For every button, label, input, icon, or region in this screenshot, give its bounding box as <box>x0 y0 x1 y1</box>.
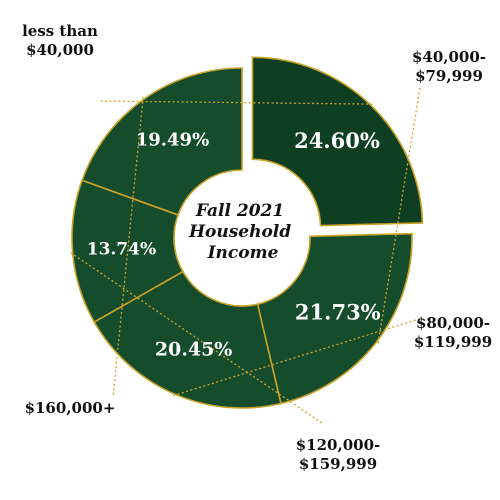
category-label-line: $120,000- <box>296 436 381 454</box>
leader-line <box>173 317 423 397</box>
labels-layer: 24.60% less than $40,000 21.73% $40,000-$79,… <box>22 22 492 473</box>
category-label-line: less than <box>22 22 98 40</box>
donut-slice <box>93 270 282 409</box>
category-label-line: $119,999 <box>414 333 492 351</box>
slices-layer <box>71 56 424 409</box>
leader-line <box>112 97 144 398</box>
slice-value-label: 13.74% <box>87 239 156 259</box>
category-label: $120,000-$159,999 <box>296 436 381 473</box>
category-label: $160,000+ <box>25 399 116 417</box>
category-label: $40,000-$79,999 <box>412 48 486 85</box>
center-label-line-2: Household <box>188 222 291 242</box>
leader-line <box>70 252 323 424</box>
donut-slice <box>251 56 424 227</box>
slice-value-label: 20.45% <box>155 339 233 361</box>
category-label-line: $40,000- <box>412 48 486 66</box>
category-label: $80,000-$119,999 <box>414 314 492 351</box>
category-label-line: $79,999 <box>415 67 483 85</box>
category-label-line: $159,999 <box>299 455 377 473</box>
category-label-line: $40,000 <box>26 41 94 59</box>
slice-value-label: 19.49% <box>136 129 209 150</box>
leader-lines-layer <box>70 87 423 424</box>
category-label-line: $160,000+ <box>25 399 116 417</box>
center-label-line-1: Fall 2021 <box>195 201 284 221</box>
donut-slice <box>81 67 243 216</box>
slice-value-label: 24.60% <box>294 128 380 153</box>
center-label-line-3: Income <box>207 243 279 263</box>
donut-slice <box>256 232 413 405</box>
slice-value-label: 21.73% <box>295 299 381 324</box>
center-label: Fall 2021 Household Income <box>188 201 297 263</box>
category-label: less than $40,000 <box>22 22 98 59</box>
leader-line <box>97 100 373 105</box>
category-label-line: $80,000- <box>416 314 490 332</box>
